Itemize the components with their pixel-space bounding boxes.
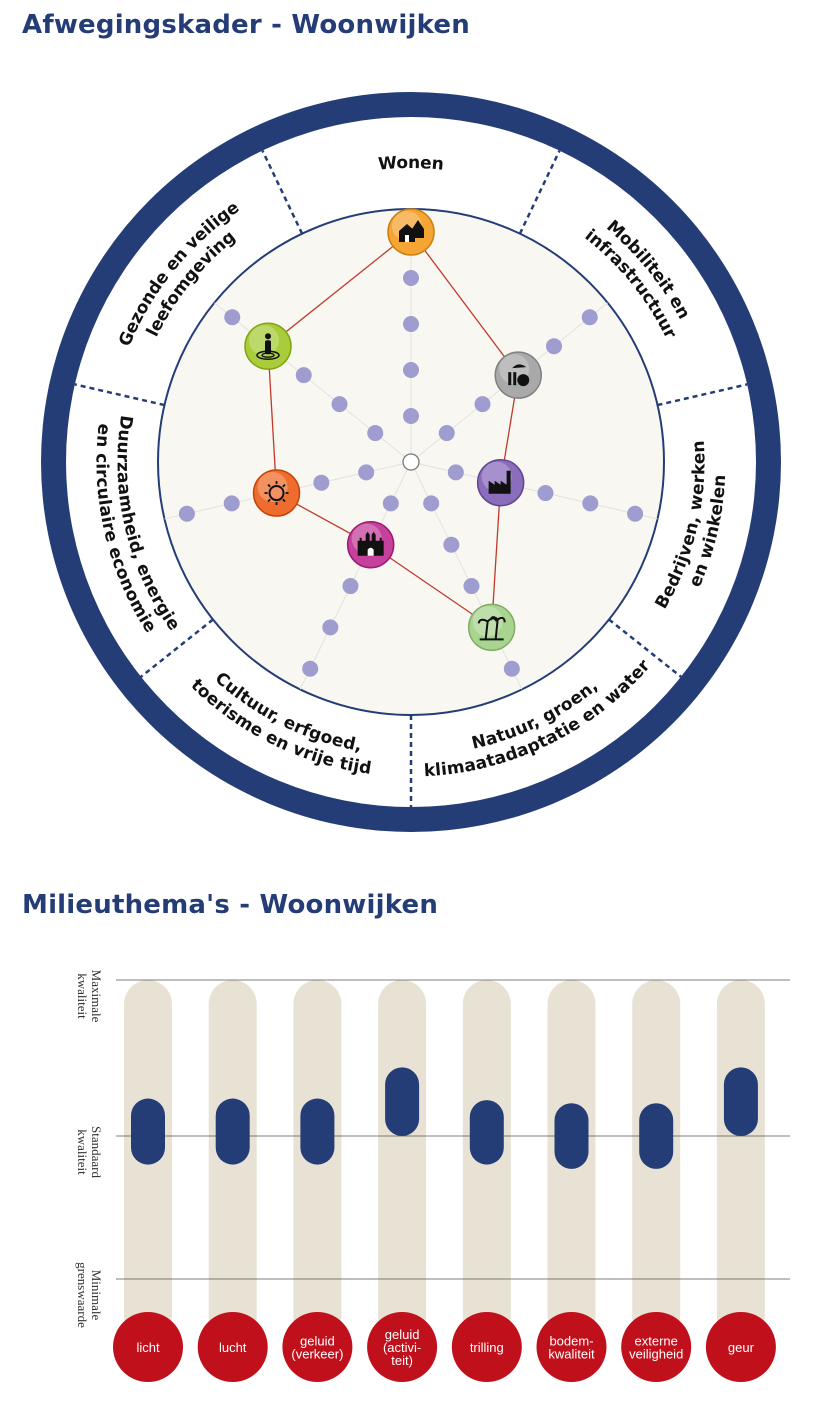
scale-dot — [382, 495, 399, 512]
castle-icon — [346, 520, 395, 569]
category-badge — [282, 1312, 353, 1382]
scale-dot — [331, 396, 348, 413]
factory-icon — [476, 458, 525, 507]
level-label: Minimalegrenswaarde — [75, 1262, 104, 1328]
wheel-title: Afwegingskader - Woonwijken — [22, 10, 470, 40]
category-label: trilling — [470, 1340, 504, 1355]
scale-dot — [403, 362, 419, 378]
segment-divider — [608, 618, 682, 678]
category-track — [716, 980, 765, 1340]
category-label: lucht — [219, 1340, 247, 1355]
segment-divider — [518, 150, 561, 235]
transport-icon — [494, 351, 542, 399]
range-bar — [300, 1098, 335, 1165]
category-badge — [113, 1312, 183, 1382]
scale-dot — [342, 578, 359, 595]
scale-dot — [627, 505, 644, 522]
houses-icon — [387, 208, 435, 256]
sun-plug-icon — [252, 469, 301, 517]
scale-dot — [178, 505, 195, 522]
bars-title: Milieuthema's - Woonwijken — [22, 890, 439, 920]
scale-dot — [447, 464, 464, 481]
scale-dot — [438, 425, 455, 442]
category-label: geluid (verkeer) — [291, 1334, 343, 1362]
category-label: geluid (activi-teit) — [383, 1327, 421, 1368]
category-badge — [367, 1312, 438, 1382]
category-label: externe veiligheid — [629, 1334, 683, 1362]
category-label: geur — [728, 1340, 755, 1355]
range-bar — [385, 1067, 420, 1136]
range-bar — [723, 1067, 758, 1136]
scale-dot — [403, 316, 419, 332]
level-label: Standaardkwaliteit — [75, 1126, 104, 1178]
scale-dot — [358, 464, 375, 481]
scale-dot — [224, 309, 241, 326]
person-icon — [244, 322, 292, 370]
level-label: Maximalekwaliteit — [75, 970, 104, 1023]
scale-dot — [545, 338, 562, 355]
category-label: licht — [136, 1340, 160, 1355]
scale-dot — [403, 270, 419, 286]
category-track — [378, 980, 427, 1340]
scale-dot — [581, 309, 598, 326]
segment-label: Wonen — [377, 153, 444, 175]
range-bar — [215, 1098, 250, 1165]
scale-dot — [463, 578, 480, 595]
range-bar — [469, 1100, 504, 1165]
scale-dot — [537, 485, 554, 502]
scale-dot — [295, 367, 312, 384]
scale-dot — [223, 495, 240, 512]
range-bar — [131, 1098, 165, 1165]
scale-dot — [403, 408, 419, 424]
category-badge — [705, 1312, 776, 1382]
category-label: bodem-kwaliteit — [548, 1334, 595, 1362]
scale-dot — [582, 495, 599, 512]
category-badge — [197, 1312, 268, 1382]
center-dot — [402, 453, 420, 471]
scale-dot — [302, 660, 319, 677]
scale-dot — [423, 495, 440, 512]
segment-divider — [657, 383, 748, 407]
segment-divider — [261, 150, 304, 235]
scale-dot — [503, 660, 520, 677]
category-badge — [536, 1312, 607, 1382]
category-badge — [451, 1312, 522, 1382]
scale-dot — [367, 425, 384, 442]
scale-dot — [313, 474, 330, 491]
segment-divider — [140, 618, 214, 678]
scale-dot — [322, 619, 339, 636]
scale-dot — [474, 396, 491, 413]
range-bar — [554, 1103, 589, 1169]
category-badge — [621, 1312, 692, 1382]
segment-divider — [74, 383, 165, 407]
scale-dot — [443, 536, 460, 553]
palm-trees-icon — [467, 603, 516, 652]
range-bar — [639, 1103, 674, 1169]
